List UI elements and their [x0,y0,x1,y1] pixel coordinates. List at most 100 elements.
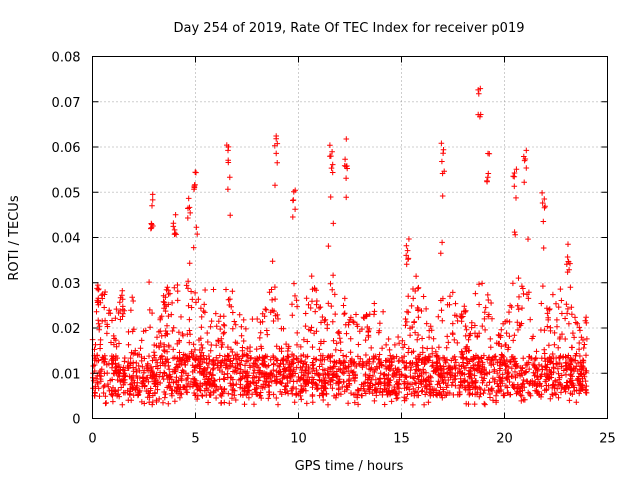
data-point [427,386,434,393]
data-point [563,372,569,378]
data-point [164,284,171,291]
data-point [290,214,296,220]
data-point [232,367,239,374]
data-point [232,352,238,359]
data-point [430,362,436,368]
data-point [441,168,447,175]
data-point [555,395,562,401]
data-point [286,362,293,368]
data-point [330,338,337,344]
data-point [429,363,435,369]
data-point [423,379,429,385]
data-point [210,381,216,387]
data-point [101,360,107,366]
data-point [506,319,513,325]
data-point [579,375,586,382]
data-point [386,347,393,353]
data-point [149,369,156,376]
data-point [361,388,368,394]
data-point [293,364,300,371]
data-point [399,355,405,361]
data-point [503,330,510,336]
data-point [377,385,384,392]
data-point [170,220,177,226]
data-point [197,387,204,394]
data-point [549,391,555,397]
data-point [280,361,287,368]
data-point [194,386,201,393]
data-point [385,389,392,396]
data-point [294,303,300,310]
data-point [320,397,326,403]
data-point [316,346,323,353]
data-point [198,342,205,348]
data-point [113,306,120,312]
data-point [157,340,164,346]
data-point [186,316,193,323]
data-point [405,381,411,387]
data-point [160,376,167,382]
data-point [549,385,555,391]
data-point [523,147,530,154]
data-point [443,345,450,351]
data-point [408,303,415,309]
data-point [294,342,300,348]
data-point [317,357,324,364]
data-point [270,318,277,324]
data-point [329,149,335,155]
data-point [138,337,145,344]
data-point [216,367,223,373]
data-point [397,357,403,364]
data-point [447,293,453,299]
data-point [440,388,447,395]
data-point [278,348,285,355]
data-point [207,390,214,396]
data-point [104,323,111,330]
data-point [274,160,280,166]
x-tick-labels: 0 5 10 15 20 25 [88,432,615,447]
data-point [335,380,342,387]
data-point [564,269,571,275]
data-point [552,377,559,384]
data-point [273,356,279,362]
x-tick-label: 0 [88,432,96,447]
data-point [322,380,329,387]
data-point [165,342,172,348]
data-point [305,301,312,308]
data-point [487,391,493,397]
data-point [201,356,207,363]
data-point [229,288,236,295]
data-point [154,334,160,340]
data-point [450,392,457,398]
data-point [406,345,412,352]
data-point [287,378,293,384]
data-point [557,286,564,292]
data-point [462,323,469,329]
data-point [191,376,198,383]
y-tick-labels: 0 0.01 0.02 0.03 0.04 0.05 0.06 0.07 0.08 [52,51,81,428]
data-point [96,286,102,292]
data-point [277,360,284,367]
data-point [465,401,472,407]
data-point [422,383,428,390]
data-point [489,385,495,392]
data-point [195,296,202,303]
data-point [465,337,472,343]
data-point [580,357,586,363]
data-point [403,374,410,381]
data-point [229,349,236,355]
data-point [369,390,376,396]
data-point [536,362,542,368]
data-point [116,393,122,400]
data-point [169,328,176,334]
data-point [454,318,461,324]
data-point [99,291,106,297]
data-point [457,391,463,397]
data-point [521,153,527,160]
data-point [213,323,220,330]
data-point [395,380,401,387]
data-point [415,384,422,391]
data-point [435,378,442,384]
data-point [309,344,316,350]
data-point [289,301,295,308]
